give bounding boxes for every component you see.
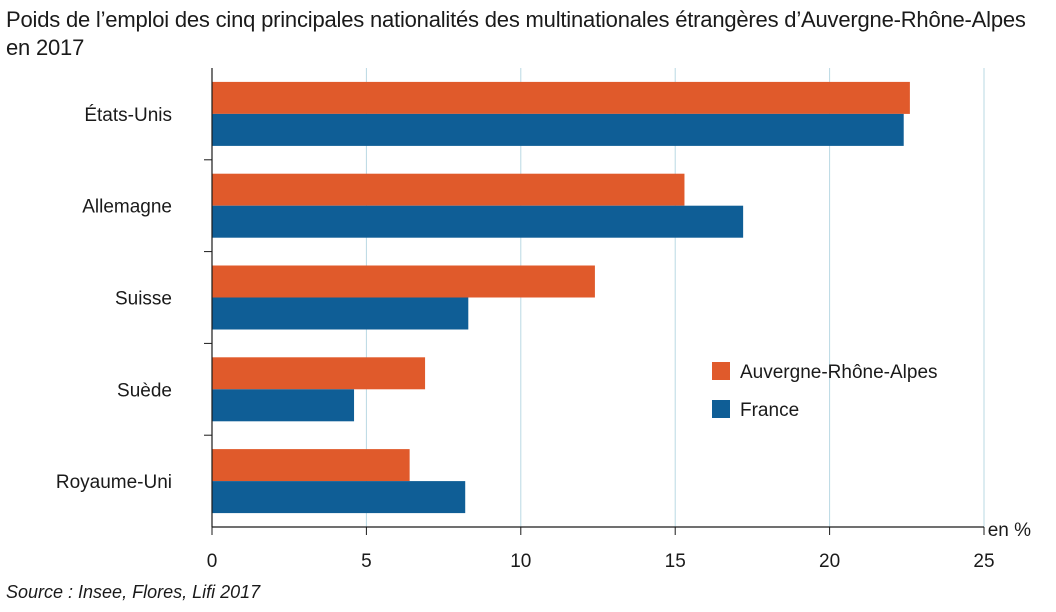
x-unit-label: en % — [988, 520, 1031, 541]
bar — [212, 173, 685, 206]
legend: Auvergne-Rhône-Alpes France — [712, 362, 938, 421]
x-tick-label: 5 — [361, 551, 372, 572]
bar — [212, 205, 744, 238]
bar — [212, 357, 426, 390]
bar — [212, 297, 469, 330]
y-category-label: Royaume-Uni — [56, 472, 172, 493]
bar — [212, 449, 410, 482]
bar — [212, 481, 466, 514]
y-category-label: Suède — [117, 380, 172, 401]
bar — [212, 265, 595, 298]
legend-label: France — [740, 400, 799, 421]
y-category-labels: États-Unis Allemagne Suisse Suède Royaume-Un… — [56, 105, 172, 493]
bars — [212, 81, 910, 514]
x-tick-label: 10 — [510, 551, 531, 572]
y-category-label: Allemagne — [82, 197, 172, 218]
bar — [212, 81, 910, 114]
bar — [212, 389, 355, 422]
legend-swatch — [712, 362, 730, 380]
chart-title: Poids de l’emploi des cinq principales n… — [6, 7, 1026, 60]
y-category-label: États-Unis — [84, 105, 172, 126]
legend-swatch — [712, 400, 730, 418]
y-category-label: Suisse — [115, 289, 172, 310]
axes — [211, 68, 984, 528]
x-tick-label: 0 — [207, 551, 218, 572]
source-note: Source : Insee, Flores, Lifi 2017 — [6, 582, 261, 602]
x-tick-label: 25 — [973, 551, 994, 572]
legend-label: Auvergne-Rhône-Alpes — [740, 362, 938, 383]
bar — [212, 113, 904, 146]
x-tick-label: 15 — [665, 551, 686, 572]
x-tick-label: 20 — [819, 551, 840, 572]
x-tick-labels: 0 5 10 15 20 25 — [207, 551, 995, 572]
